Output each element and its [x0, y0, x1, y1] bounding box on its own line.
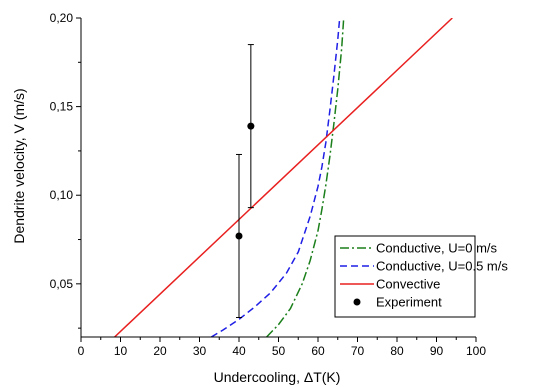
y-tick-label: 0,05 — [50, 277, 74, 291]
legend-label: Convective — [376, 277, 440, 292]
x-tick-label: 90 — [430, 344, 444, 358]
x-tick-label: 20 — [153, 344, 167, 358]
y-axis-label: Dendrite velocity, V (m/s) — [11, 88, 27, 243]
x-tick-label: 0 — [78, 344, 85, 358]
ticks: 0 10 20 30 40 50 60 70 80 90 100 0,05 0,10 0,15 0,20 — [50, 11, 487, 358]
legend-swatch — [353, 298, 361, 306]
x-tick-label: 80 — [390, 344, 404, 358]
x-tick-label: 10 — [114, 344, 128, 358]
x-axis-label: Undercooling, ΔT(K) — [214, 369, 341, 385]
series-line-1 — [210, 18, 341, 337]
markers — [235, 44, 255, 319]
y-tick-label: 0,15 — [50, 100, 74, 114]
x-tick-label: 60 — [311, 344, 325, 358]
data-point — [247, 122, 255, 130]
legend-label: Conductive, U=0 m/s — [376, 241, 498, 256]
x-tick-label: 50 — [272, 344, 286, 358]
legend-label: Conductive, U=0.5 m/s — [376, 259, 508, 274]
series-line-2 — [114, 18, 453, 337]
y-tick-label: 0,20 — [50, 11, 74, 25]
data-point — [235, 232, 243, 240]
x-tick-label: 40 — [232, 344, 246, 358]
x-tick-label: 100 — [466, 344, 486, 358]
x-tick-label: 30 — [193, 344, 207, 358]
y-tick-label: 0,10 — [50, 188, 74, 202]
plot-lines — [114, 18, 453, 337]
series-line-0 — [266, 18, 345, 337]
x-tick-label: 70 — [351, 344, 365, 358]
legend: Conductive, U=0 m/s Conductive, U=0.5 m/s… — [334, 235, 508, 318]
legend-label: Experiment — [376, 295, 442, 310]
